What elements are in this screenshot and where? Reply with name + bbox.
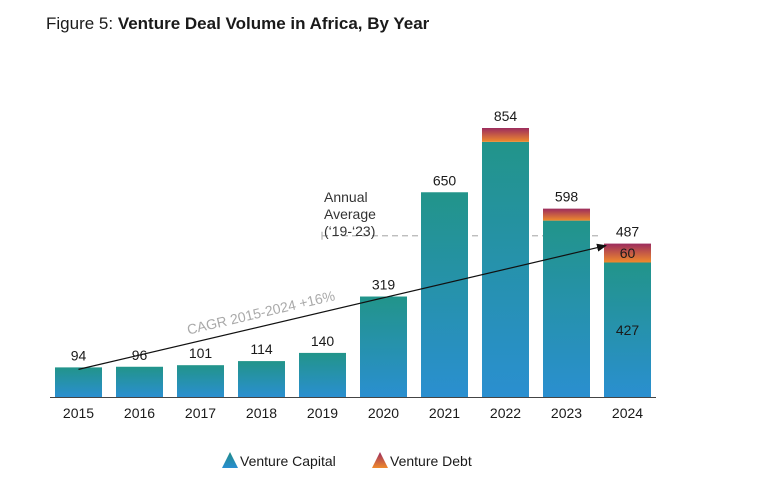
legend-label-venture-capital: Venture Capital [240,453,336,469]
bar-venture-capital [360,296,407,397]
legend-icon-venture-capital [222,452,238,468]
x-tick-label: 2023 [551,405,582,421]
data-label-total: 319 [372,277,396,293]
x-tick-label: 2020 [368,405,399,421]
cagr-label: CAGR 2015-2024 +16% [185,287,336,337]
data-label-total: 140 [311,333,335,349]
data-label-total: 598 [555,189,579,205]
bar-venture-capital [55,367,102,397]
bar-venture-capital [116,366,163,397]
data-label-total: 487 [616,224,640,240]
reference-line-label: (‘19-‘23) [324,223,375,239]
bar-venture-capital [604,262,651,397]
segment-label-venture-capital: 427 [616,322,640,338]
data-label-total: 101 [189,345,213,361]
x-tick-label: 2022 [490,405,521,421]
data-label-total: 114 [250,341,273,357]
data-label-total: 854 [494,108,518,124]
cagr-trend-arrow [78,243,607,370]
bar-venture-debt [604,243,651,263]
bar-venture-capital [238,361,285,397]
x-tick-label: 2024 [612,405,643,421]
figure-label: Figure 5: [46,14,118,33]
legend-icon-venture-debt [372,452,388,468]
legend-label-venture-debt: Venture Debt [390,453,472,469]
bar-venture-capital [543,220,590,397]
x-tick-label: 2021 [429,405,460,421]
x-tick-label: 2017 [185,405,216,421]
bar-venture-debt [482,128,529,142]
bar-venture-capital [299,352,346,397]
x-tick-label: 2018 [246,405,277,421]
data-label-total: 94 [71,347,87,363]
chart-title: Figure 5: Venture Deal Volume in Africa,… [46,14,429,34]
x-tick-label: 2016 [124,405,155,421]
figure-title: Venture Deal Volume in Africa, By Year [117,14,430,33]
bar-venture-debt [543,208,590,221]
segment-label-venture-debt: 60 [620,245,636,261]
bar-venture-capital [421,192,468,397]
x-tick-label: 2015 [63,405,94,421]
x-tick-label: 2019 [307,405,338,421]
data-label-total: 96 [132,347,148,363]
reference-line-label: Annual [324,189,368,205]
data-label-total: 650 [433,172,457,188]
reference-line-label: Average [324,206,376,222]
bar-venture-capital [177,365,224,397]
